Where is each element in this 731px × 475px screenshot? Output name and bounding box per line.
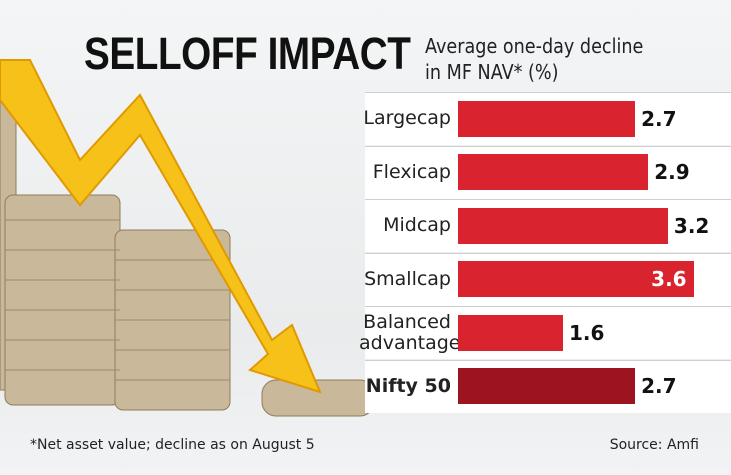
- category-label: Midcap: [383, 214, 451, 237]
- value-label: 1.6: [568, 320, 605, 345]
- bar: [458, 368, 636, 405]
- category-label: Smallcap: [364, 267, 451, 290]
- chart-subtitle: Average one-day decline in MF NAV* (%): [425, 34, 644, 84]
- chart-title: SELLOFF IMPACT: [84, 28, 411, 79]
- bar: [458, 154, 649, 191]
- category-label: Nifty 50: [365, 374, 451, 397]
- value-label: 3.6: [651, 267, 687, 292]
- bar: [458, 207, 668, 244]
- value-label: 2.7: [641, 374, 677, 399]
- value-label: 2.7: [641, 106, 677, 131]
- value-label: 2.9: [654, 160, 690, 185]
- bar: [458, 100, 636, 137]
- value-label: 3.2: [673, 213, 710, 238]
- category-label: Balanced advantage: [359, 310, 461, 354]
- footnote: *Net asset value; decline as on August 5: [30, 437, 315, 453]
- source: Source: Amfi: [609, 437, 699, 453]
- category-label: Flexicap: [372, 160, 451, 183]
- category-label: Largecap: [363, 107, 451, 130]
- bar: [458, 261, 695, 298]
- bar: [458, 314, 563, 351]
